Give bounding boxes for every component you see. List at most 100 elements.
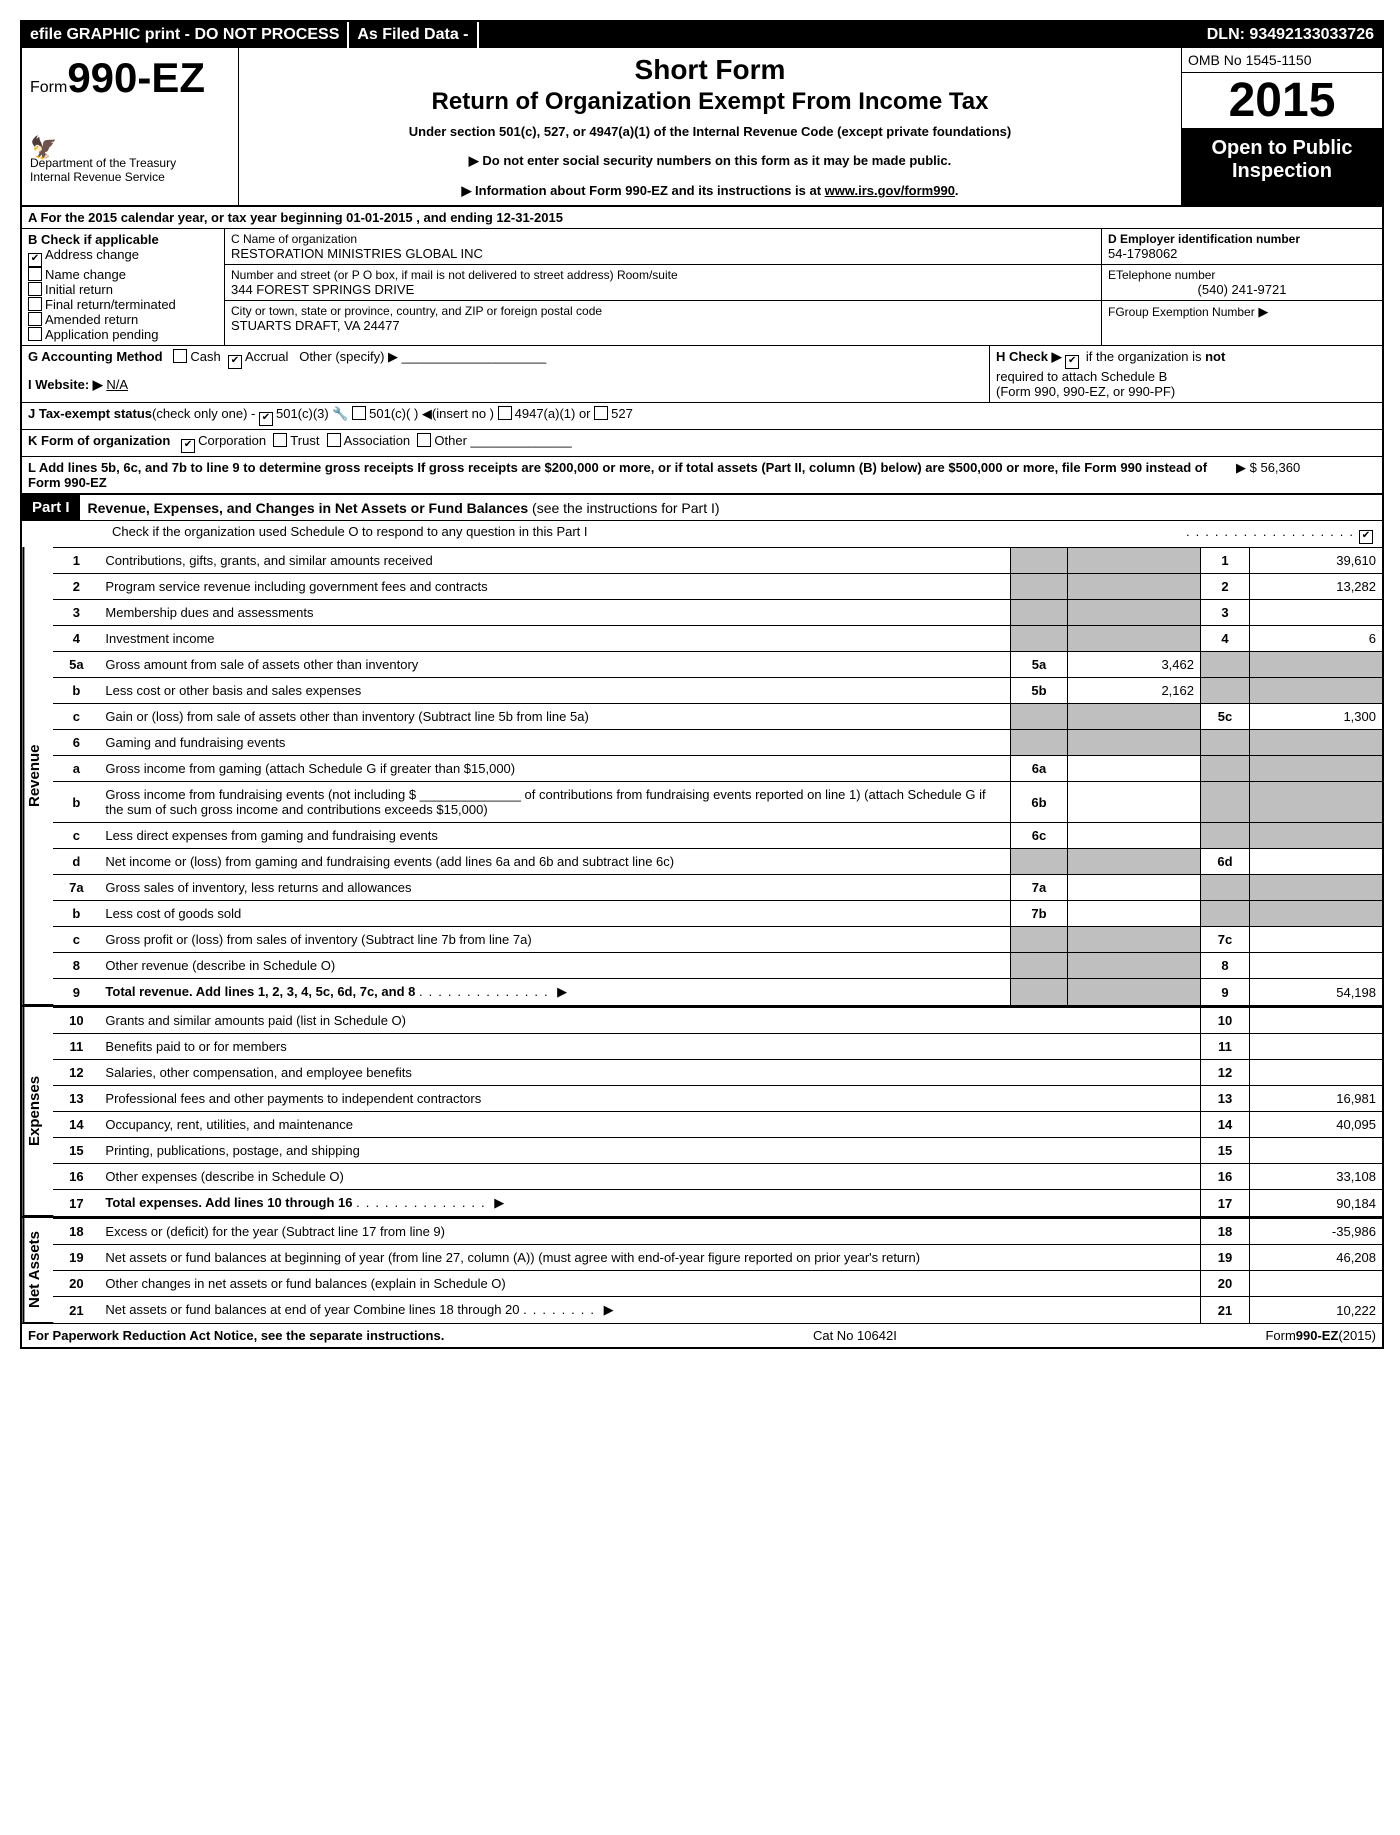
open-to-public: Open to Public Inspection [1182, 129, 1382, 205]
part-i-label: Part I [22, 495, 80, 520]
dln-value: 93492133033726 [1249, 26, 1374, 43]
h-line3: (Form 990, 990-EZ, or 990-PF) [996, 384, 1376, 399]
h-line2: required to attach Schedule B [996, 369, 1376, 384]
chk-amended-return[interactable] [28, 312, 42, 326]
c-name: RESTORATION MINISTRIES GLOBAL INC [231, 246, 1095, 261]
chk-corp[interactable]: ✔ [181, 439, 195, 453]
b-title: B Check if applicable [28, 232, 218, 247]
header-left: Form990-EZ 🦅 Department of the Treasury … [22, 48, 239, 205]
c-addr-label: Number and street (or P O box, if mail i… [231, 268, 1095, 282]
chk-initial-return[interactable] [28, 282, 42, 296]
chk-4947[interactable] [498, 406, 512, 420]
chk-trust[interactable] [273, 433, 287, 447]
j-opt2: 501(c)( ) ◀(insert no ) [369, 406, 494, 421]
side-expenses: Expenses [22, 1007, 53, 1216]
revenue-block: Revenue 1Contributions, gifts, grants, a… [22, 547, 1382, 1005]
part-i-title: Revenue, Expenses, and Changes in Net As… [80, 496, 728, 520]
k-opt-1: Trust [290, 433, 319, 448]
netassets-block: Net Assets 18Excess or (deficit) for the… [22, 1216, 1382, 1323]
line-6c: cLess direct expenses from gaming and fu… [53, 823, 1382, 849]
dots-icon: .................. [1186, 524, 1359, 539]
chk-501c[interactable] [352, 406, 366, 420]
b-opt-0: Address change [45, 247, 139, 262]
d-val: 54-1798062 [1108, 246, 1376, 261]
irs-eagle-icon: 🦅 [30, 135, 57, 161]
chk-cash[interactable] [173, 349, 187, 363]
irs-link[interactable]: www.irs.gov/form990 [825, 183, 955, 198]
arrow2-pre: ▶ Information about Form 990-EZ and its … [461, 183, 824, 198]
i-val: N/A [106, 377, 128, 392]
form-990ez-page: efile GRAPHIC print - DO NOT PROCESS As … [20, 20, 1384, 1349]
f-label: FGroup Exemption Number [1108, 305, 1255, 319]
j-opt3: 4947(a)(1) or [515, 406, 591, 421]
chk-final-return[interactable] [28, 297, 42, 311]
title-short-form: Short Form [247, 54, 1173, 86]
form-prefix: Form [30, 79, 67, 96]
a-begin: 01-01-2015 [346, 210, 413, 225]
footer-right-pre: Form [1265, 1328, 1295, 1343]
footer: For Paperwork Reduction Act Notice, see … [22, 1323, 1382, 1347]
section-l: L Add lines 5b, 6c, and 7b to line 9 to … [22, 457, 1382, 494]
gh-block: G Accounting Method Cash ✔Accrual Other … [22, 346, 1382, 403]
line-17: 17Total expenses. Add lines 10 through 1… [53, 1190, 1382, 1217]
chk-parti-schedo[interactable]: ✔ [1359, 530, 1373, 544]
line-4: 4Investment income46 [53, 626, 1382, 652]
footer-mid: Cat No 10642I [813, 1328, 897, 1343]
a-text-pre: A For the 2015 calendar year, or tax yea… [28, 210, 346, 225]
line-20: 20Other changes in net assets or fund ba… [53, 1271, 1382, 1297]
section-a: A For the 2015 calendar year, or tax yea… [22, 207, 1382, 229]
l-text: L Add lines 5b, 6c, and 7b to line 9 to … [28, 460, 1207, 490]
dln-label: DLN: [1207, 26, 1245, 43]
form-number: 990-EZ [67, 54, 205, 101]
part-i-title-note: (see the instructions for Part I) [532, 500, 720, 516]
chk-application-pending[interactable] [28, 327, 42, 341]
line-6: 6Gaming and fundraising events [53, 730, 1382, 756]
open-public-1: Open to Public [1186, 137, 1378, 160]
chk-accrual[interactable]: ✔ [228, 355, 242, 369]
topbar-left: efile GRAPHIC print - DO NOT PROCESS [22, 22, 347, 48]
dots-icon: ........ [523, 1302, 600, 1317]
chk-name-change[interactable] [28, 267, 42, 281]
c-city-label: City or town, state or province, country… [231, 304, 1095, 318]
section-h: H Check ▶ ✔ if the organization is not r… [990, 346, 1382, 402]
footer-right: Form990-EZ(2015) [1265, 1328, 1376, 1343]
k-opt-2: Association [344, 433, 410, 448]
c-city: STUARTS DRAFT, VA 24477 [231, 318, 1095, 333]
l-arrow: ▶ $ [1236, 460, 1257, 475]
line-12: 12Salaries, other compensation, and empl… [53, 1060, 1382, 1086]
topbar-mid: As Filed Data - [347, 22, 478, 48]
h-not: not [1205, 349, 1225, 364]
line-13: 13Professional fees and other payments t… [53, 1086, 1382, 1112]
l17-text: Total expenses. Add lines 10 through 16 [105, 1195, 352, 1210]
i-label: I Website: ▶ [28, 377, 103, 392]
chk-assoc[interactable] [327, 433, 341, 447]
l-val: 56,360 [1260, 460, 1300, 475]
chk-527[interactable] [594, 406, 608, 420]
line-16: 16Other expenses (describe in Schedule O… [53, 1164, 1382, 1190]
chk-address-change[interactable]: ✔ [28, 253, 42, 267]
section-g: G Accounting Method Cash ✔Accrual Other … [22, 346, 990, 402]
k-opt-3: Other [434, 433, 467, 448]
chk-501c3[interactable]: ✔ [259, 412, 273, 426]
l21-text: Net assets or fund balances at end of ye… [105, 1302, 519, 1317]
line-6b: bGross income from fundraising events (n… [53, 782, 1382, 823]
line-14: 14Occupancy, rent, utilities, and mainte… [53, 1112, 1382, 1138]
b-opt-5: Application pending [45, 327, 158, 342]
chk-h[interactable]: ✔ [1065, 355, 1079, 369]
header: Form990-EZ 🦅 Department of the Treasury … [22, 48, 1382, 207]
dept-irs: Internal Revenue Service [30, 170, 230, 184]
line-5b: bLess cost or other basis and sales expe… [53, 678, 1382, 704]
l9-text: Total revenue. Add lines 1, 2, 3, 4, 5c,… [105, 984, 415, 999]
topbar: efile GRAPHIC print - DO NOT PROCESS As … [22, 22, 1382, 48]
g-label: G Accounting Method [28, 349, 163, 364]
arrow-line-1: ▶ Do not enter social security numbers o… [247, 153, 1173, 169]
line-7b: bLess cost of goods sold7b [53, 901, 1382, 927]
d-label: D Employer identification number [1108, 232, 1376, 246]
dots-icon: .............. [419, 984, 554, 999]
netassets-table: 18Excess or (deficit) for the year (Subt… [53, 1218, 1382, 1323]
line-18: 18Excess or (deficit) for the year (Subt… [53, 1219, 1382, 1245]
bcdef-block: B Check if applicable ✔Address change Na… [22, 229, 1382, 346]
line-21: 21Net assets or fund balances at end of … [53, 1297, 1382, 1324]
chk-other[interactable] [417, 433, 431, 447]
line-5a: 5aGross amount from sale of assets other… [53, 652, 1382, 678]
